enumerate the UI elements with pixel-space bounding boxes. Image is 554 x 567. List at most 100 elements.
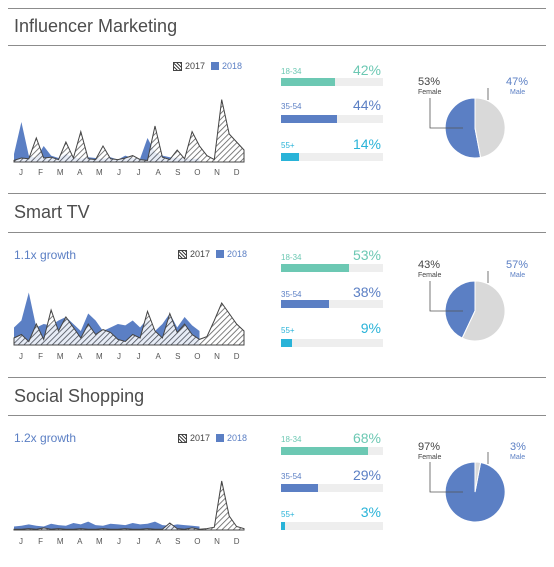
month-label-10: N (214, 352, 220, 361)
female-label: Female (418, 454, 442, 461)
area-chart-social-shopping (13, 480, 245, 531)
male-slice (474, 461, 482, 493)
section-title: Smart TV (14, 202, 90, 222)
age-pct-18-34: 53% (352, 247, 381, 263)
male-slice (474, 97, 506, 159)
male-pct: 47% (506, 76, 529, 88)
month-label-2: M (56, 537, 64, 546)
chart-legend: 2017 2018 (173, 61, 242, 71)
age-bar-18-34 (281, 264, 383, 272)
month-label-4: M (96, 352, 103, 361)
series-2017-area (13, 99, 245, 163)
age-bar-fill-55-plus (281, 339, 293, 347)
age-bar-fill-18-34 (281, 78, 335, 86)
female-slice (444, 280, 476, 339)
month-label-1: F (38, 168, 44, 177)
age-bar-55-plus (281, 522, 383, 530)
legend-label-2018: 2018 (222, 61, 243, 71)
legend-label-2017: 2017 (185, 61, 206, 71)
month-label-8: S (175, 168, 181, 177)
section-divider (8, 45, 546, 46)
legend-swatch-2017 (178, 249, 187, 259)
growth-label: 1.2x growth (14, 431, 77, 445)
month-label-1: F (38, 352, 44, 361)
male-pct: 57% (506, 259, 529, 271)
section-title: Social Shopping (14, 386, 145, 406)
chart-legend: 2017 2018 (178, 249, 247, 259)
series-2018-area (14, 521, 200, 530)
age-pct-55-plus: 9% (360, 320, 381, 336)
age-bar-fill-55-plus (281, 153, 299, 161)
month-label-7: A (155, 168, 161, 177)
legend-label-2017: 2017 (190, 433, 211, 443)
growth-label: 1.1x growth (14, 248, 77, 262)
age-label-55-plus: 55+ (281, 326, 295, 335)
female-pct: 43% (418, 259, 441, 271)
month-label-8: S (175, 537, 181, 546)
age-bar-35-54 (281, 484, 383, 492)
age-pct-35-54: 44% (352, 97, 381, 113)
age-label-55-plus: 55+ (281, 510, 295, 519)
section-divider (8, 193, 546, 194)
age-bar-fill-18-34 (281, 447, 368, 455)
gender-pie-influencer (429, 88, 506, 159)
month-label-0: J (19, 168, 23, 177)
age-bar-fill-55-plus (281, 522, 285, 530)
age-label-18-34: 18-34 (281, 253, 302, 262)
age-pct-18-34: 42% (352, 62, 381, 78)
section-divider (8, 415, 546, 416)
age-pct-55-plus: 14% (352, 136, 381, 152)
legend-label-2018: 2018 (227, 433, 248, 443)
male-label: Male (510, 89, 526, 96)
series-2017-area (13, 301, 245, 346)
age-pct-35-54: 38% (352, 284, 381, 300)
age-bar-35-54 (281, 115, 383, 123)
month-label-4: M (96, 537, 103, 546)
month-label-3: A (77, 352, 83, 361)
gender-pie-smart-tv (429, 271, 506, 342)
age-bar-fill-35-54 (281, 115, 338, 123)
month-label-11: D (233, 537, 240, 546)
age-label-35-54: 35-54 (281, 102, 302, 111)
legend-label-2017: 2017 (190, 249, 211, 259)
month-label-9: O (194, 168, 201, 177)
month-label-0: J (19, 352, 23, 361)
month-label-10: N (214, 537, 220, 546)
month-label-11: D (233, 168, 240, 177)
legend-swatch-2018 (216, 250, 225, 258)
month-label-4: M (96, 168, 103, 177)
month-label-10: N (214, 168, 220, 177)
age-bar-18-34 (281, 447, 383, 455)
month-label-3: A (77, 537, 83, 546)
month-label-3: A (77, 168, 83, 177)
female-leader-line (429, 98, 463, 129)
month-label-7: A (155, 537, 161, 546)
age-label-55-plus: 55+ (281, 141, 295, 150)
age-bar-fill-18-34 (281, 264, 349, 272)
area-chart-smart-tv (13, 292, 245, 346)
month-label-6: J (136, 537, 141, 546)
section-title: Influencer Marketing (14, 16, 178, 36)
male-slice (461, 280, 506, 342)
legend-swatch-2017 (173, 61, 182, 71)
female-label: Female (418, 89, 442, 96)
male-pct: 3% (510, 441, 526, 453)
month-label-11: D (233, 352, 240, 361)
section-divider (8, 8, 546, 9)
month-label-2: M (56, 352, 64, 361)
female-leader-line (429, 281, 463, 312)
male-label: Male (510, 454, 526, 461)
age-bar-fill-35-54 (281, 300, 330, 308)
male-label: Male (510, 272, 526, 279)
age-pct-55-plus: 3% (360, 504, 381, 520)
month-label-6: J (136, 168, 141, 177)
month-label-1: F (38, 537, 44, 546)
month-label-9: O (194, 537, 201, 546)
age-bar-55-plus (281, 339, 383, 347)
section-divider (8, 377, 546, 378)
age-label-18-34: 18-34 (281, 435, 302, 444)
age-pct-18-34: 68% (352, 430, 381, 446)
